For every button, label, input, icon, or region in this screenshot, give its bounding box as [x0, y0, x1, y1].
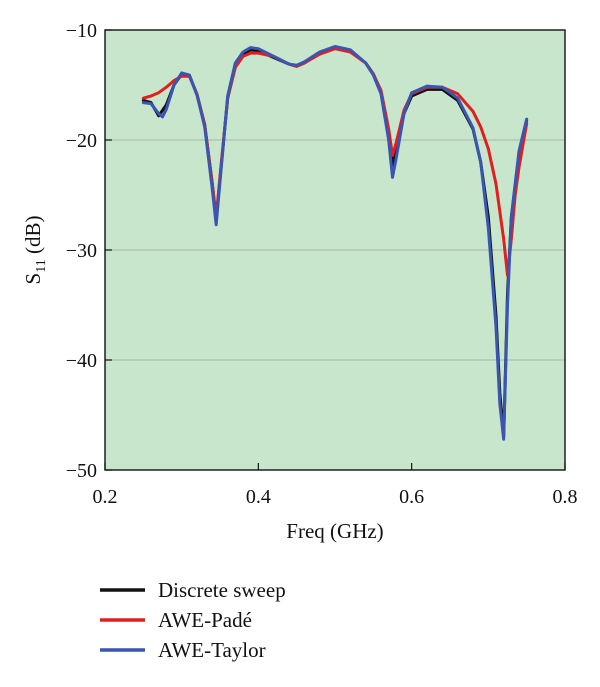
- y-axis-label-unit: (dB): [21, 216, 45, 260]
- legend-label: AWE-Taylor: [158, 638, 266, 662]
- x-tick-label: 0.8: [553, 486, 578, 508]
- tick-labels: −10 −20 −30 −40 −50 0.2 0.4 0.6 0.8: [66, 20, 578, 508]
- svg-text:S11 (dB): S11 (dB): [21, 216, 49, 285]
- legend-label: AWE-Padé: [158, 608, 252, 632]
- x-axis-label: Freq (GHz): [286, 519, 383, 543]
- y-tick-label: −40: [66, 350, 97, 372]
- y-axis-label-subscript: 11: [34, 259, 49, 272]
- gridlines: [105, 139, 565, 361]
- y-tick-label: −30: [66, 240, 97, 262]
- y-axis-label-main: S: [21, 273, 45, 285]
- axis-ticks: [104, 29, 566, 471]
- y-tick-label: −20: [66, 130, 97, 152]
- series-lines: [141, 45, 529, 441]
- x-tick-label: 0.6: [399, 486, 424, 508]
- x-tick-label: 0.4: [246, 486, 271, 508]
- y-tick-label: −10: [66, 20, 97, 42]
- legend-label: Discrete sweep: [158, 578, 286, 602]
- legend: Discrete sweep AWE-Padé AWE-Taylor: [100, 578, 286, 662]
- x-tick-label: 0.2: [93, 486, 118, 508]
- series-line-2: [141, 45, 529, 441]
- y-tick-label: −50: [66, 460, 97, 482]
- y-axis-label: S11 (dB): [21, 216, 49, 285]
